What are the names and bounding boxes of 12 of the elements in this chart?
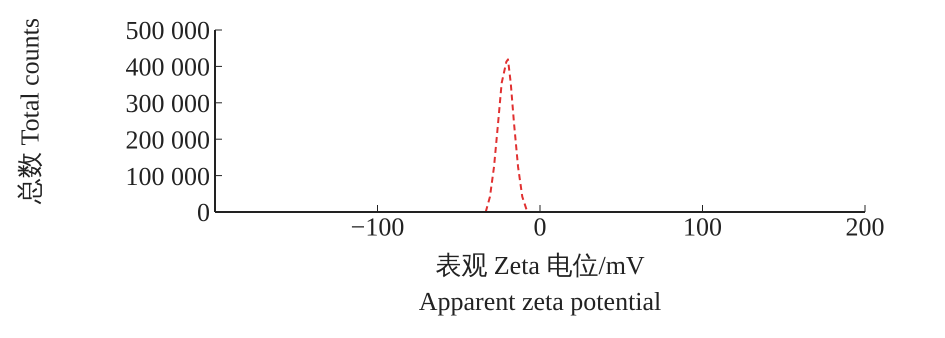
x-tick-label: 100 bbox=[683, 212, 722, 242]
y-tick-label: 500 000 bbox=[126, 16, 210, 46]
y-tick-label: 200 000 bbox=[126, 125, 210, 154]
y-tick-label: 400 000 bbox=[126, 52, 210, 82]
x-tick-label: −100 bbox=[350, 212, 404, 242]
line-series bbox=[484, 58, 528, 212]
y-tick-label: 300 000 bbox=[126, 89, 210, 118]
y-tick-label: 100 000 bbox=[126, 162, 210, 191]
x-tick-label: 0 bbox=[534, 212, 546, 242]
x-tick-label: 200 bbox=[846, 212, 884, 242]
y-axis-title: 总数 Total counts bbox=[16, 18, 44, 205]
x-axis-title: 表观 Zeta 电位/mV Apparent zeta potential bbox=[418, 251, 662, 316]
